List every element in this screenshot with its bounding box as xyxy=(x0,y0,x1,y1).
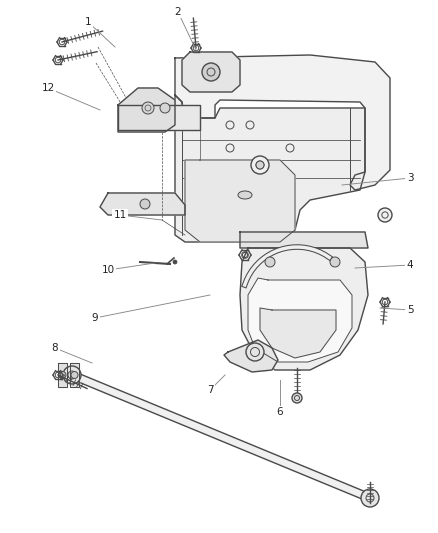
Polygon shape xyxy=(240,248,368,370)
Circle shape xyxy=(142,102,154,114)
Circle shape xyxy=(59,372,66,378)
Circle shape xyxy=(292,393,302,403)
Circle shape xyxy=(71,372,78,378)
Circle shape xyxy=(378,208,392,222)
Polygon shape xyxy=(182,52,240,92)
Text: 5: 5 xyxy=(407,305,413,315)
Text: 9: 9 xyxy=(92,313,98,323)
Circle shape xyxy=(173,260,177,264)
Polygon shape xyxy=(240,232,368,248)
Text: 7: 7 xyxy=(207,385,213,395)
Text: 8: 8 xyxy=(52,343,58,353)
Polygon shape xyxy=(224,340,278,372)
Polygon shape xyxy=(260,308,336,358)
Text: 4: 4 xyxy=(407,260,413,270)
Text: 1: 1 xyxy=(85,17,91,27)
Polygon shape xyxy=(248,278,352,362)
Polygon shape xyxy=(175,95,365,242)
Circle shape xyxy=(330,257,340,267)
Circle shape xyxy=(246,343,264,361)
Text: 11: 11 xyxy=(113,210,127,220)
Text: 2: 2 xyxy=(175,7,181,17)
Polygon shape xyxy=(175,55,390,190)
Circle shape xyxy=(251,156,269,174)
Text: 12: 12 xyxy=(41,83,55,93)
Circle shape xyxy=(256,161,264,169)
Polygon shape xyxy=(70,363,79,387)
Circle shape xyxy=(361,489,379,507)
Polygon shape xyxy=(71,372,371,502)
Circle shape xyxy=(160,103,170,113)
Polygon shape xyxy=(118,105,200,130)
Polygon shape xyxy=(118,88,175,132)
Polygon shape xyxy=(185,160,295,242)
Circle shape xyxy=(63,366,81,384)
Circle shape xyxy=(265,257,275,267)
Circle shape xyxy=(202,63,220,81)
Text: 6: 6 xyxy=(277,407,283,417)
Polygon shape xyxy=(100,193,185,215)
Text: 3: 3 xyxy=(407,173,413,183)
Polygon shape xyxy=(58,363,67,387)
Ellipse shape xyxy=(238,191,252,199)
Text: 10: 10 xyxy=(102,265,115,275)
Circle shape xyxy=(140,199,150,209)
